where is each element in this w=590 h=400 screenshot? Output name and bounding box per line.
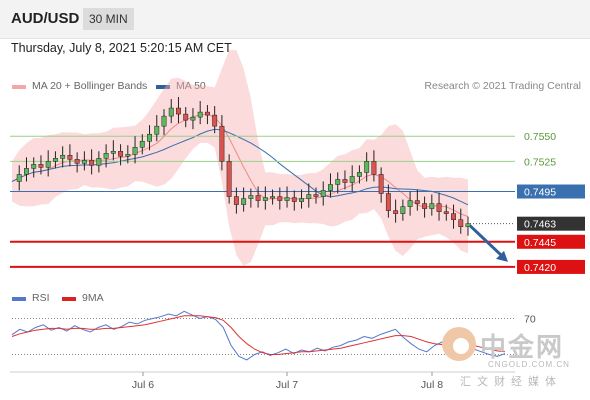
level-label-0.7463: 0.7463 (524, 219, 556, 231)
candle-body (422, 203, 428, 209)
projection-arrow (468, 224, 505, 258)
candle-body (328, 184, 333, 191)
timeframe-badge[interactable]: 30 MIN (83, 8, 134, 30)
candle-body (306, 194, 312, 199)
level-badge-0.7420 (517, 259, 585, 274)
ma20-line (11, 113, 469, 217)
candle-body (176, 107, 181, 115)
level-label-0.7525: 0.7525 (524, 156, 556, 168)
candle-body (313, 194, 319, 197)
level-badge-0.7445 (517, 234, 585, 249)
candle-body (241, 198, 247, 205)
candle-body (161, 115, 167, 127)
level-label-0.7445: 0.7445 (524, 237, 556, 249)
ma50-legend-swatch (156, 85, 170, 89)
candle-body (356, 172, 362, 177)
candle-body (103, 153, 109, 159)
rsi-ma-legend-swatch (62, 297, 76, 301)
candle-body (125, 154, 131, 157)
rsi-70-label: 70 (524, 314, 536, 326)
candle-body (31, 164, 37, 169)
candle-body (197, 111, 203, 118)
projection-arrow-head (496, 250, 508, 262)
candle-body (132, 147, 138, 155)
candle-body (277, 196, 283, 201)
candle-body (190, 116, 196, 121)
candle-body (378, 174, 384, 194)
candle-body (45, 161, 51, 168)
ma50-legend-label: MA 50 (176, 80, 206, 92)
candle-body (320, 190, 326, 197)
candle-body (233, 196, 239, 205)
candle-body (96, 158, 102, 166)
pair-title: AUD/USD (11, 10, 80, 27)
candle-body (407, 200, 413, 207)
candle-body (284, 197, 290, 201)
candle-body (147, 133, 152, 142)
candle-body (364, 161, 370, 173)
candle-body (393, 210, 399, 214)
candle-body (458, 219, 464, 227)
level-label-0.7420: 0.7420 (524, 262, 556, 274)
candle-body (89, 160, 95, 166)
candle-body (110, 151, 116, 154)
candle-body (204, 111, 210, 116)
level-label-0.7495: 0.7495 (524, 187, 556, 199)
bb-legend-swatch (12, 85, 26, 89)
candle-body (24, 168, 29, 175)
x-tick-label: Jul 7 (276, 379, 298, 391)
bollinger-band (12, 50, 468, 266)
candle-body (255, 195, 261, 201)
candle-body (118, 151, 124, 157)
candle-body (299, 198, 304, 202)
candle-body (429, 203, 435, 209)
candle-body (154, 125, 160, 135)
candle-body (465, 223, 471, 227)
bb-legend-label: MA 20 + Bollinger Bands (32, 80, 148, 92)
x-tick-label: Jul 8 (421, 379, 443, 391)
candle-body (443, 211, 449, 214)
candle-body (291, 197, 297, 202)
level-badge-0.7495 (517, 184, 585, 199)
candle-body (414, 200, 420, 204)
candle-body (139, 140, 145, 148)
candle-body (342, 179, 348, 183)
candle-body (385, 193, 391, 211)
candle-body (262, 197, 268, 201)
candle-body (371, 161, 377, 175)
candle-body (74, 159, 80, 164)
candle-body (38, 164, 44, 168)
candle-body (16, 174, 22, 182)
candle-body (52, 158, 58, 162)
candle-body (270, 196, 276, 199)
candle-body (212, 114, 218, 127)
ma50-line (11, 128, 469, 206)
candle-body (226, 161, 232, 197)
candle-body (349, 176, 355, 183)
rsi-ma-legend-label: 9MA (82, 292, 104, 304)
x-tick-label: Jul 6 (132, 379, 154, 391)
chart-header: AUD/USD 30 MIN (0, 0, 590, 39)
candle-body (60, 155, 66, 159)
level-badge-0.7463 (517, 216, 585, 231)
level-label-0.7550: 0.7550 (524, 131, 556, 143)
candle-body (335, 179, 341, 185)
candle-body (248, 195, 254, 199)
candle-body (400, 206, 406, 214)
candle-body (168, 107, 174, 117)
candle-body (219, 125, 225, 162)
rsi-legend-swatch (12, 297, 26, 301)
research-credit: Research © 2021 Trading Central (424, 80, 581, 92)
candle-body (436, 203, 442, 212)
rsi-ma-line (11, 315, 506, 355)
candle-body (183, 113, 189, 121)
candle-body (81, 160, 87, 164)
rsi-legend-label: RSI (32, 292, 50, 304)
timestamp: Thursday, July 8, 2021 5:20:15 AM CET (11, 41, 232, 55)
candle-body (451, 213, 456, 220)
candle-body (67, 155, 73, 160)
